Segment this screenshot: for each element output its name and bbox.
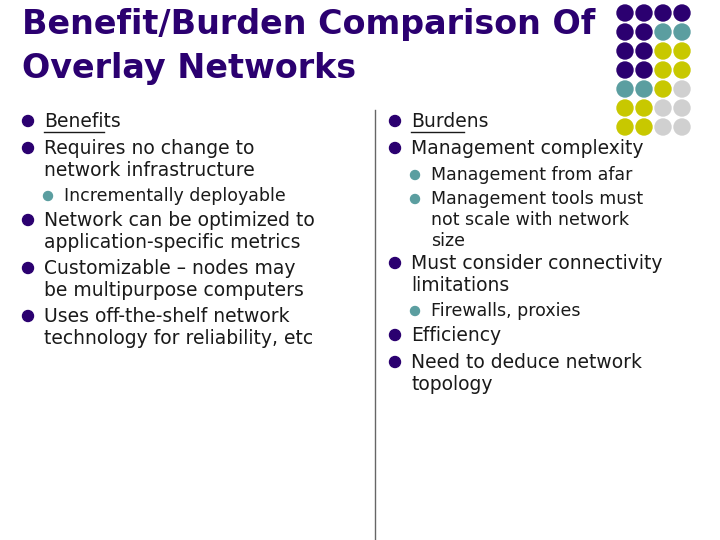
Circle shape: [636, 43, 652, 59]
Circle shape: [636, 81, 652, 97]
Circle shape: [617, 62, 633, 78]
Text: Uses off-the-shelf network
technology for reliability, etc: Uses off-the-shelf network technology fo…: [44, 307, 313, 348]
Text: Management from afar: Management from afar: [431, 166, 632, 184]
Circle shape: [674, 62, 690, 78]
Circle shape: [655, 81, 671, 97]
Text: Network can be optimized to
application-specific metrics: Network can be optimized to application-…: [44, 211, 315, 252]
Circle shape: [655, 100, 671, 116]
Circle shape: [22, 143, 34, 153]
Text: Benefits: Benefits: [44, 112, 121, 131]
Circle shape: [674, 100, 690, 116]
Text: Need to deduce network
topology: Need to deduce network topology: [411, 353, 642, 394]
Text: Must consider connectivity
limitations: Must consider connectivity limitations: [411, 254, 662, 295]
Circle shape: [390, 329, 400, 341]
Circle shape: [636, 5, 652, 21]
Circle shape: [617, 43, 633, 59]
Circle shape: [636, 24, 652, 40]
Circle shape: [655, 43, 671, 59]
Circle shape: [655, 24, 671, 40]
Circle shape: [410, 194, 420, 204]
Circle shape: [674, 43, 690, 59]
Text: Incrementally deployable: Incrementally deployable: [64, 187, 286, 205]
Circle shape: [390, 143, 400, 153]
Circle shape: [390, 116, 400, 126]
Text: Efficiency: Efficiency: [411, 326, 501, 345]
Circle shape: [410, 307, 420, 315]
Text: Overlay Networks: Overlay Networks: [22, 52, 356, 85]
Circle shape: [617, 119, 633, 135]
Circle shape: [22, 116, 34, 126]
Circle shape: [22, 310, 34, 321]
Circle shape: [22, 262, 34, 273]
Circle shape: [617, 100, 633, 116]
Text: Requires no change to
network infrastructure: Requires no change to network infrastruc…: [44, 139, 255, 180]
Circle shape: [674, 24, 690, 40]
Circle shape: [617, 81, 633, 97]
Circle shape: [43, 192, 53, 200]
Text: Burdens: Burdens: [411, 112, 488, 131]
Circle shape: [674, 119, 690, 135]
Circle shape: [636, 100, 652, 116]
Text: Management tools must
not scale with network
size: Management tools must not scale with net…: [431, 190, 643, 249]
Circle shape: [617, 24, 633, 40]
Circle shape: [390, 258, 400, 268]
Circle shape: [410, 171, 420, 179]
Circle shape: [390, 356, 400, 368]
Circle shape: [674, 81, 690, 97]
Text: Firewalls, proxies: Firewalls, proxies: [431, 302, 580, 320]
Circle shape: [655, 62, 671, 78]
Circle shape: [655, 5, 671, 21]
Text: Management complexity: Management complexity: [411, 139, 644, 158]
Circle shape: [636, 119, 652, 135]
Circle shape: [636, 62, 652, 78]
Text: Customizable – nodes may
be multipurpose computers: Customizable – nodes may be multipurpose…: [44, 259, 304, 300]
Circle shape: [617, 5, 633, 21]
Circle shape: [674, 5, 690, 21]
Circle shape: [655, 119, 671, 135]
Text: Benefit/Burden Comparison Of: Benefit/Burden Comparison Of: [22, 8, 595, 41]
Circle shape: [22, 214, 34, 226]
